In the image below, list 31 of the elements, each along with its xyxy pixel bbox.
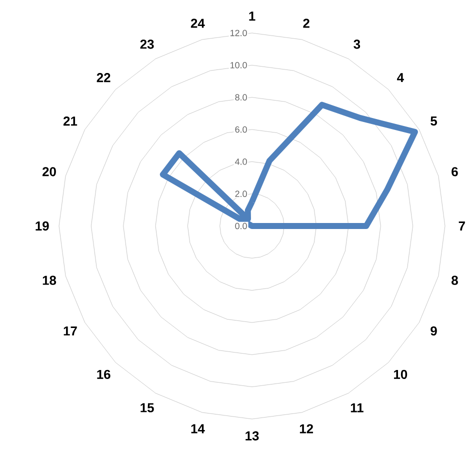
spoke-label: 1 [249,12,256,21]
y-tick-label: 4.0 [235,158,247,165]
spoke-label: 10 [394,370,408,379]
spoke-label: 13 [246,431,259,440]
spoke-label: 19 [36,221,49,231]
y-tick-label: 12.0 [230,30,247,36]
spoke-label: 12 [300,424,314,434]
spoke-label: 2 [303,18,310,28]
spoke-label: 3 [354,40,360,49]
spoke-label: 22 [96,73,110,82]
spoke-label: 6 [452,167,458,176]
spoke-label: 15 [140,403,154,412]
spoke-label: 11 [350,403,364,412]
spoke-label: 4 [397,73,404,82]
spoke-label: 21 [63,116,78,126]
spoke-label: 20 [42,167,56,176]
y-tick-label: 0.0 [235,222,247,230]
spoke-label: 9 [430,326,437,336]
spoke-label: 18 [42,276,56,285]
spoke-label: 17 [64,326,77,336]
y-tick-label: 2.0 [235,190,247,198]
y-tick-label: 10.0 [230,62,247,68]
spoke-label: 16 [97,370,110,379]
spoke-label: 5 [430,116,438,126]
spoke-label: 24 [190,18,205,28]
spoke-label: 14 [191,424,205,434]
spoke-label: 8 [452,276,458,285]
y-tick-label: 8.0 [235,94,247,101]
spoke-label: 23 [140,40,154,49]
spoke-label: 7 [458,222,465,230]
y-tick-label: 6.0 [235,126,247,133]
